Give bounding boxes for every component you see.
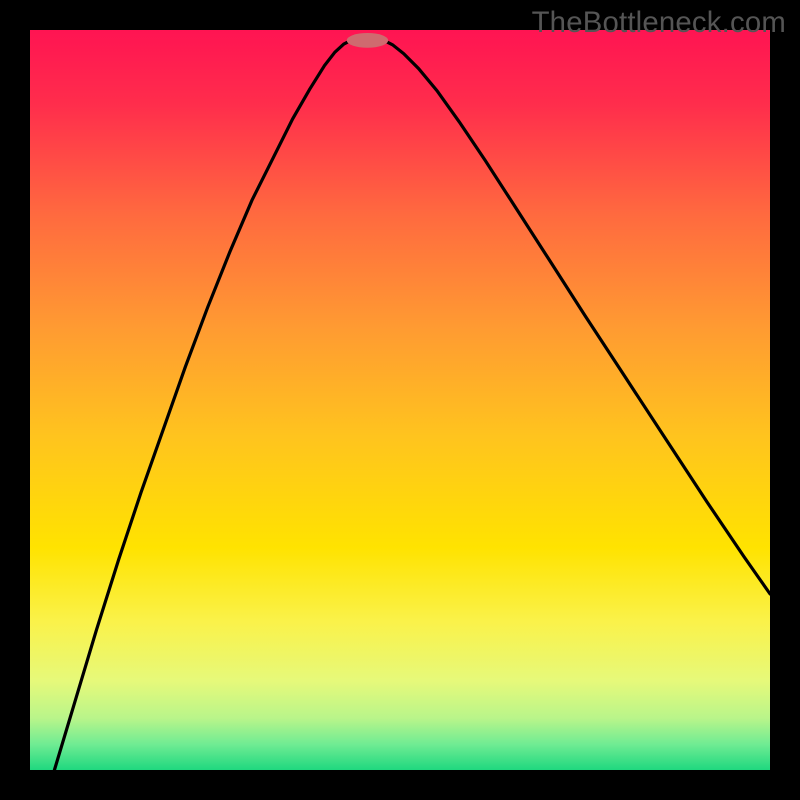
chart-background [30, 30, 770, 770]
bottleneck-marker [347, 33, 388, 48]
chart-stage: TheBottleneck.com [0, 0, 800, 800]
watermark-text: TheBottleneck.com [532, 6, 786, 40]
bottleneck-chart [0, 0, 800, 800]
